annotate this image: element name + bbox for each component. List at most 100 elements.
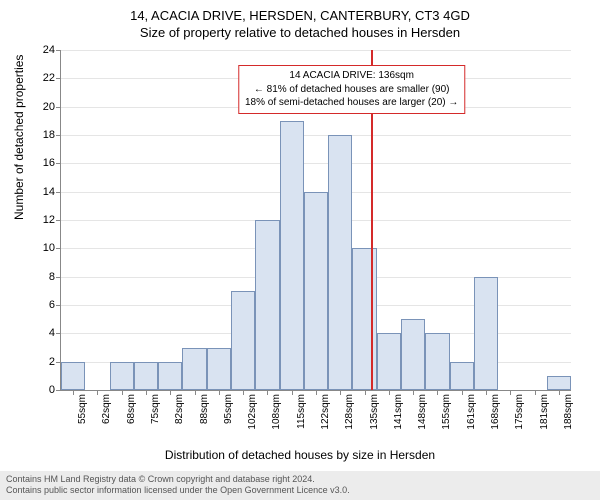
x-tick-mark (146, 390, 147, 395)
histogram-bar (328, 135, 352, 390)
x-tick-mark (195, 390, 196, 395)
annotation-line: ← 81% of detached houses are smaller (90… (245, 83, 458, 97)
y-tick-label: 24 (43, 44, 55, 56)
footer-line-1: Contains HM Land Registry data © Crown c… (6, 474, 594, 486)
x-tick-label: 95sqm (223, 394, 234, 424)
y-tick-label: 22 (43, 72, 55, 84)
histogram-bar (61, 362, 85, 390)
x-tick-mark (243, 390, 244, 395)
gridline (61, 50, 571, 51)
y-tick-label: 20 (43, 101, 55, 113)
y-tick-label: 6 (49, 299, 55, 311)
y-tick-mark (56, 220, 61, 221)
histogram-bar (134, 362, 158, 390)
y-tick-mark (56, 277, 61, 278)
y-tick-mark (56, 50, 61, 51)
x-tick-mark (486, 390, 487, 395)
x-tick-label: 62sqm (101, 394, 112, 424)
y-tick-mark (56, 333, 61, 334)
y-tick-mark (56, 192, 61, 193)
x-tick-label: 88sqm (199, 394, 210, 424)
footer-line-2: Contains public sector information licen… (6, 485, 594, 497)
x-tick-mark (462, 390, 463, 395)
x-tick-label: 175sqm (514, 394, 525, 430)
y-tick-mark (56, 107, 61, 108)
histogram-bar (231, 291, 255, 390)
y-tick-label: 0 (49, 384, 55, 396)
histogram-bar (110, 362, 134, 390)
x-tick-label: 168sqm (490, 394, 501, 430)
x-tick-label: 75sqm (150, 394, 161, 424)
x-tick-mark (340, 390, 341, 395)
histogram-bar (304, 192, 328, 390)
x-tick-label: 135sqm (369, 394, 380, 430)
y-tick-mark (56, 390, 61, 391)
y-tick-label: 18 (43, 129, 55, 141)
y-tick-label: 14 (43, 186, 55, 198)
x-tick-label: 55sqm (77, 394, 88, 424)
y-tick-label: 2 (49, 356, 55, 368)
x-tick-label: 122sqm (320, 394, 331, 430)
y-tick-mark (56, 135, 61, 136)
x-tick-label: 115sqm (296, 394, 307, 429)
x-tick-label: 102sqm (247, 394, 258, 430)
histogram-bar (207, 348, 231, 391)
y-tick-mark (56, 78, 61, 79)
histogram-bar (450, 362, 474, 390)
y-tick-label: 8 (49, 271, 55, 283)
histogram-bar (377, 333, 401, 390)
y-tick-mark (56, 163, 61, 164)
x-tick-label: 181sqm (539, 394, 550, 430)
y-tick-mark (56, 305, 61, 306)
x-tick-label: 155sqm (441, 394, 452, 430)
x-tick-mark (170, 390, 171, 395)
x-tick-label: 68sqm (126, 394, 137, 424)
x-tick-mark (365, 390, 366, 395)
histogram-bar (425, 333, 449, 390)
x-tick-mark (97, 390, 98, 395)
histogram-bar (474, 277, 498, 390)
x-tick-mark (389, 390, 390, 395)
chart-container: 14, ACACIA DRIVE, HERSDEN, CANTERBURY, C… (0, 0, 600, 500)
x-tick-mark (73, 390, 74, 395)
chart-area: 02468101214161820222455sqm62sqm68sqm75sq… (60, 50, 570, 410)
histogram-bar (547, 376, 571, 390)
x-axis-label: Distribution of detached houses by size … (0, 448, 600, 462)
histogram-bar (255, 220, 279, 390)
x-tick-mark (267, 390, 268, 395)
y-tick-label: 4 (49, 327, 55, 339)
histogram-bar (158, 362, 182, 390)
x-tick-mark (535, 390, 536, 395)
gridline (61, 163, 571, 164)
x-tick-label: 108sqm (271, 394, 282, 430)
histogram-bar (280, 121, 304, 390)
y-axis-label: Number of detached properties (12, 55, 26, 220)
footer: Contains HM Land Registry data © Crown c… (0, 471, 600, 500)
x-tick-label: 161sqm (466, 394, 477, 430)
chart-subtitle: Size of property relative to detached ho… (0, 23, 600, 40)
x-tick-label: 141sqm (393, 394, 404, 430)
x-tick-label: 188sqm (563, 394, 574, 430)
x-tick-label: 128sqm (344, 394, 355, 430)
y-tick-label: 10 (43, 242, 55, 254)
x-tick-mark (292, 390, 293, 395)
x-tick-mark (437, 390, 438, 395)
x-tick-mark (510, 390, 511, 395)
x-tick-label: 82sqm (174, 394, 185, 424)
plot-area: 02468101214161820222455sqm62sqm68sqm75sq… (60, 50, 571, 391)
gridline (61, 135, 571, 136)
y-tick-label: 16 (43, 157, 55, 169)
y-tick-label: 12 (43, 214, 55, 226)
y-tick-mark (56, 248, 61, 249)
histogram-bar (182, 348, 206, 391)
annotation-line: 18% of semi-detached houses are larger (… (245, 96, 458, 110)
x-tick-mark (122, 390, 123, 395)
histogram-bar (401, 319, 425, 390)
x-tick-mark (316, 390, 317, 395)
chart-title: 14, ACACIA DRIVE, HERSDEN, CANTERBURY, C… (0, 0, 600, 23)
annotation-line: 14 ACACIA DRIVE: 136sqm (245, 69, 458, 83)
x-tick-mark (413, 390, 414, 395)
x-tick-label: 148sqm (417, 394, 428, 430)
x-tick-mark (219, 390, 220, 395)
annotation-box: 14 ACACIA DRIVE: 136sqm← 81% of detached… (238, 65, 465, 114)
